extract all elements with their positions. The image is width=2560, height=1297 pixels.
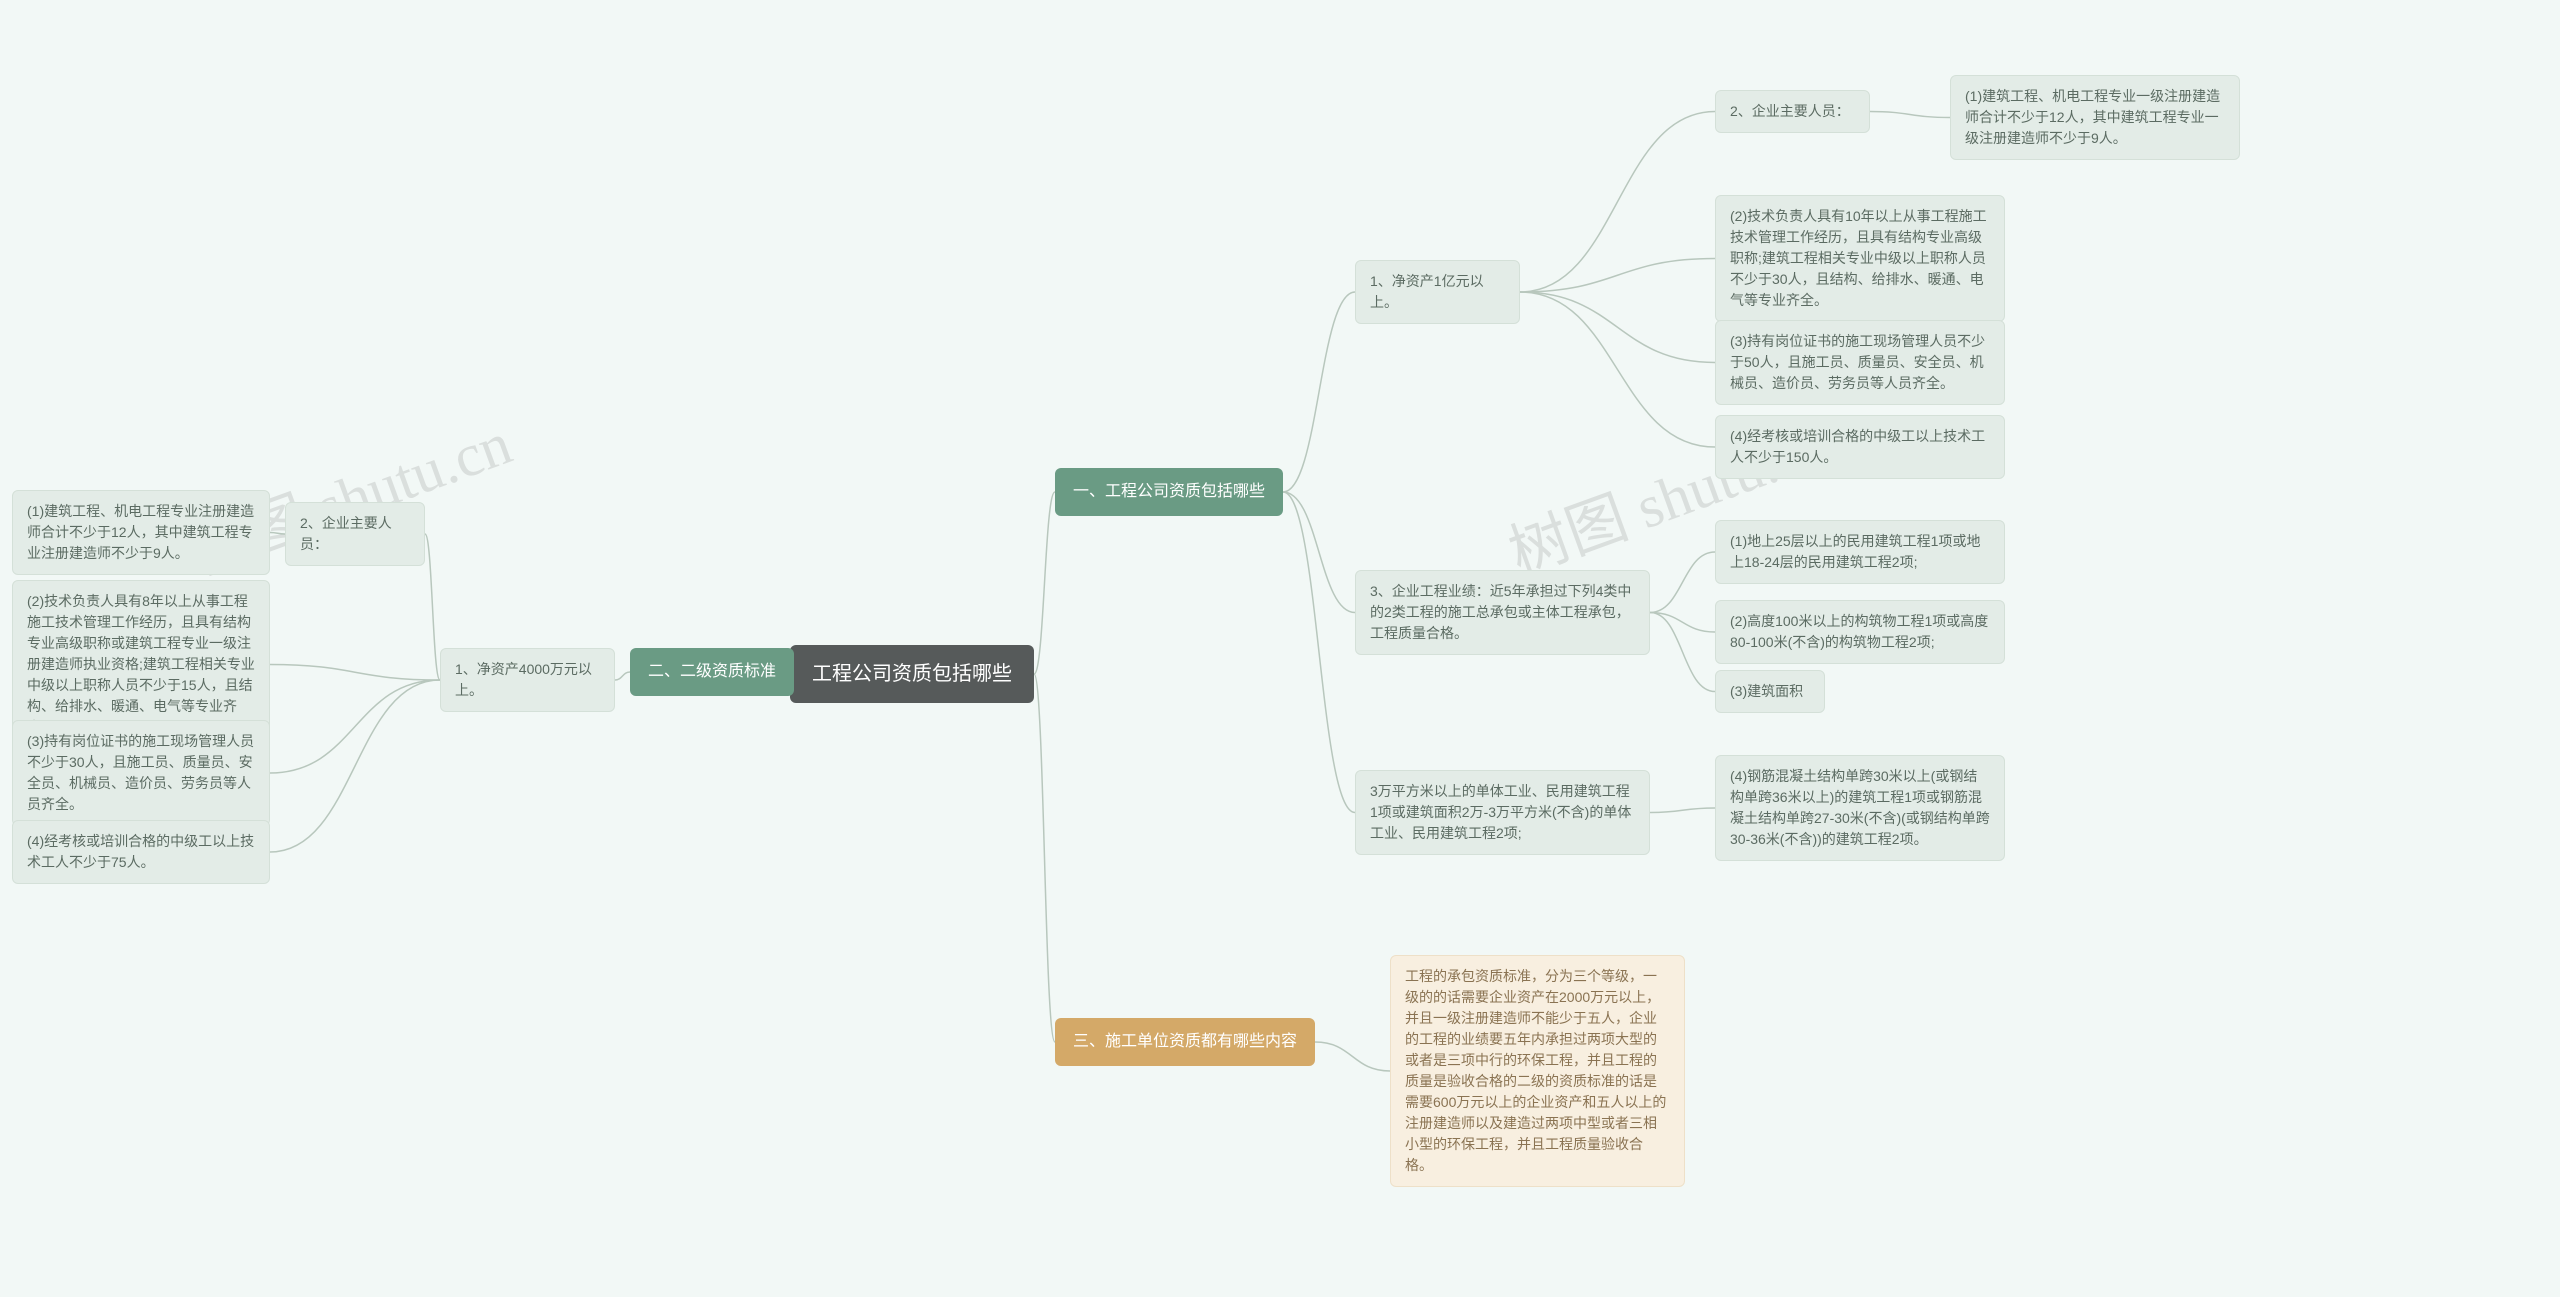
branch-level2: 二、二级资质标准 — [630, 648, 794, 696]
node-key-staff: 2、企业主要人员： — [1715, 90, 1870, 133]
node-net-assets-100m: 1、净资产1亿元以上。 — [1355, 260, 1520, 324]
node-engineers-12: (1)建筑工程、机电工程专业一级注册建造师合计不少于12人，其中建筑工程专业一级… — [1950, 75, 2240, 160]
node-skilled-150: (4)经考核或培训合格的中级工以上技术工人不少于150人。 — [1715, 415, 2005, 479]
node-span-30m: (4)钢筋混凝土结构单跨30米以上(或钢结构单跨36米以上)的建筑工程1项或钢筋… — [1715, 755, 2005, 861]
branch-qualifications: 一、工程公司资质包括哪些 — [1055, 468, 1283, 516]
node-site-managers-30: (3)持有岗位证书的施工现场管理人员不少于30人，且施工员、质量员、安全员、机械… — [12, 720, 270, 826]
node-25-floor: (1)地上25层以上的民用建筑工程1项或地上18-24层的民用建筑工程2项; — [1715, 520, 2005, 584]
node-floor-area: (3)建筑面积 — [1715, 670, 1825, 713]
branch-contractor-qual: 三、施工单位资质都有哪些内容 — [1055, 1018, 1315, 1066]
node-project-record: 3、企业工程业绩：近5年承担过下列4类中的2类工程的施工总承包或主体工程承包，工… — [1355, 570, 1650, 655]
node-key-staff-l2: 2、企业主要人员： — [285, 502, 425, 566]
node-tech-lead-10y: (2)技术负责人具有10年以上从事工程施工技术管理工作经历，且具有结构专业高级职… — [1715, 195, 2005, 322]
node-100m-height: (2)高度100米以上的构筑物工程1项或高度80-100米(不含)的构筑物工程2… — [1715, 600, 2005, 664]
node-contractor-text: 工程的承包资质标准，分为三个等级，一级的的话需要企业资产在2000万元以上，并且… — [1390, 955, 1685, 1187]
node-net-assets-40m: 1、净资产4000万元以上。 — [440, 648, 615, 712]
node-30k-sqm: 3万平方米以上的单体工业、民用建筑工程1项或建筑面积2万-3万平方米(不含)的单… — [1355, 770, 1650, 855]
node-skilled-75: (4)经考核或培训合格的中级工以上技术工人不少于75人。 — [12, 820, 270, 884]
connector-layer — [0, 0, 2560, 1297]
node-engineers-12-l2: (1)建筑工程、机电工程专业注册建造师合计不少于12人，其中建筑工程专业注册建造… — [12, 490, 270, 575]
root-node: 工程公司资质包括哪些 — [790, 645, 1034, 703]
node-site-managers-50: (3)持有岗位证书的施工现场管理人员不少于50人，且施工员、质量员、安全员、机械… — [1715, 320, 2005, 405]
